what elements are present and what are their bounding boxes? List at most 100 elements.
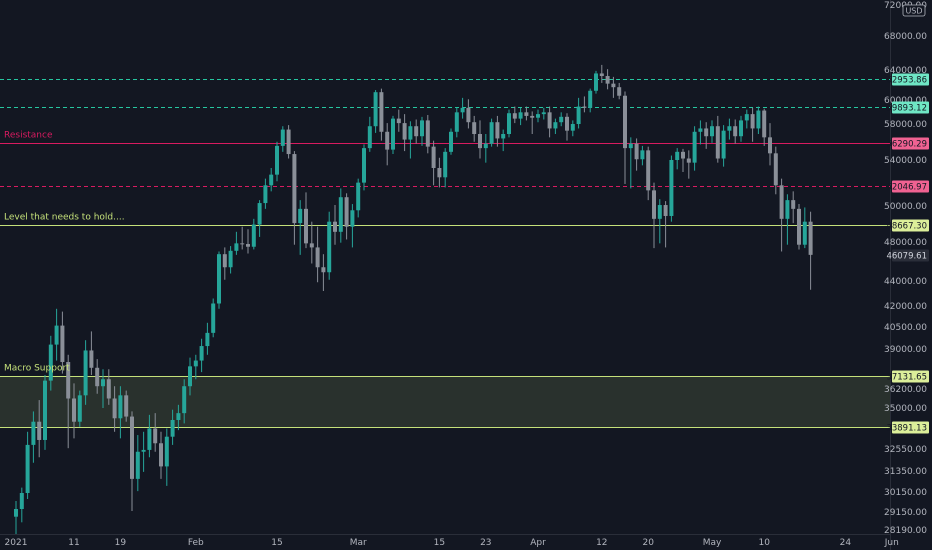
candle-body <box>588 90 593 108</box>
currency-label: USD <box>905 7 922 16</box>
time-tick-label: 2021 <box>5 538 28 548</box>
candle-body <box>135 451 140 479</box>
candle <box>19 487 24 523</box>
candle <box>153 413 158 452</box>
candle-body <box>507 113 511 135</box>
price-tick-label: 39000.00 <box>884 345 927 355</box>
candle <box>692 126 697 171</box>
candle <box>72 383 76 439</box>
candle-body <box>582 106 587 108</box>
candle <box>101 369 105 408</box>
price-tick-label: 29150.00 <box>884 508 927 518</box>
candle <box>768 123 772 166</box>
candle <box>715 115 720 163</box>
price-tick-label: 31350.00 <box>884 467 927 477</box>
candle-body <box>686 158 691 163</box>
candle <box>211 298 216 338</box>
candle-body <box>437 167 442 178</box>
candle <box>628 137 633 189</box>
candle <box>159 431 163 479</box>
price-tick-label: 68000.00 <box>884 32 927 42</box>
candle-body <box>762 110 767 138</box>
candle <box>66 354 71 449</box>
time-tick-label: Jun <box>884 538 899 548</box>
candle <box>570 120 575 137</box>
candle <box>77 390 82 427</box>
time-tick-label: 10 <box>758 538 770 548</box>
candle-body <box>420 120 424 137</box>
candle-body <box>48 344 53 381</box>
candle-body <box>14 509 18 517</box>
level-annotation: Resistance <box>4 131 53 141</box>
candle-body <box>350 210 355 227</box>
candle <box>582 96 587 113</box>
candle <box>367 116 372 152</box>
candle <box>594 70 598 94</box>
candle <box>802 207 807 249</box>
candle-body <box>512 113 517 119</box>
candle-body <box>31 421 36 445</box>
candle-body <box>797 208 801 245</box>
candle-body <box>454 112 459 132</box>
price-tick-label: 60000.00 <box>884 96 927 106</box>
candle <box>385 123 390 166</box>
candle-body <box>182 386 187 414</box>
candle-body <box>744 114 749 121</box>
level-price-label: 33891.13 <box>886 424 927 434</box>
candle <box>478 120 482 159</box>
time-tick-label: 15 <box>271 538 282 548</box>
candle-body <box>495 122 500 139</box>
candle-body <box>681 151 685 159</box>
candle-body <box>275 145 279 175</box>
last-price-label: 46079.61 <box>886 252 927 262</box>
candle-body <box>153 428 158 444</box>
candle <box>350 204 355 248</box>
currency-badge[interactable]: USD <box>902 4 926 17</box>
candle <box>257 200 262 237</box>
candle <box>205 322 210 355</box>
candle <box>391 115 395 155</box>
candle-body <box>147 428 152 450</box>
candle-body <box>576 106 581 124</box>
candle-body <box>188 366 192 387</box>
price-tick-label: 35000.00 <box>884 404 927 414</box>
candle-body <box>768 137 772 154</box>
candle <box>240 226 245 250</box>
candle <box>710 120 714 143</box>
candle <box>315 226 320 283</box>
candle-body <box>321 267 326 273</box>
candle <box>362 144 366 191</box>
price-tick-label: 54000.00 <box>884 156 927 166</box>
candle-body <box>385 131 390 150</box>
candle-body <box>251 224 256 247</box>
candle <box>286 125 291 159</box>
candle-body <box>773 153 778 186</box>
candle-body <box>617 87 622 96</box>
candle <box>89 331 94 376</box>
candle-body <box>37 421 42 440</box>
candle <box>234 231 239 255</box>
candle-body <box>408 126 413 140</box>
candle <box>773 146 778 195</box>
candle <box>338 188 343 243</box>
price-tick-label: 48000.00 <box>884 238 927 248</box>
candle <box>449 128 453 155</box>
candle <box>466 99 471 129</box>
level-price-label: 52046.97 <box>886 183 927 193</box>
time-axis[interactable]: 2021 11 19 Feb 15 Mar 15 23 Apr 12 20 May 10 24 Jun <box>5 538 899 548</box>
candle-body <box>414 126 419 137</box>
candle <box>396 109 401 132</box>
candle-body <box>559 116 564 123</box>
candle <box>657 199 662 244</box>
price-tick-label: 32550.00 <box>884 445 927 455</box>
candle <box>605 69 610 90</box>
candle-body <box>785 200 790 219</box>
candle <box>443 148 448 188</box>
price-tick-label: 40500.00 <box>884 323 927 333</box>
time-tick-label: 15 <box>434 538 445 548</box>
candle <box>669 155 674 222</box>
candle <box>135 435 140 492</box>
macro-support-zone-layer <box>0 376 890 427</box>
price-badges-layer: 62953.86 59893.12 56290.29 52046.97 48667.30… <box>886 73 929 434</box>
